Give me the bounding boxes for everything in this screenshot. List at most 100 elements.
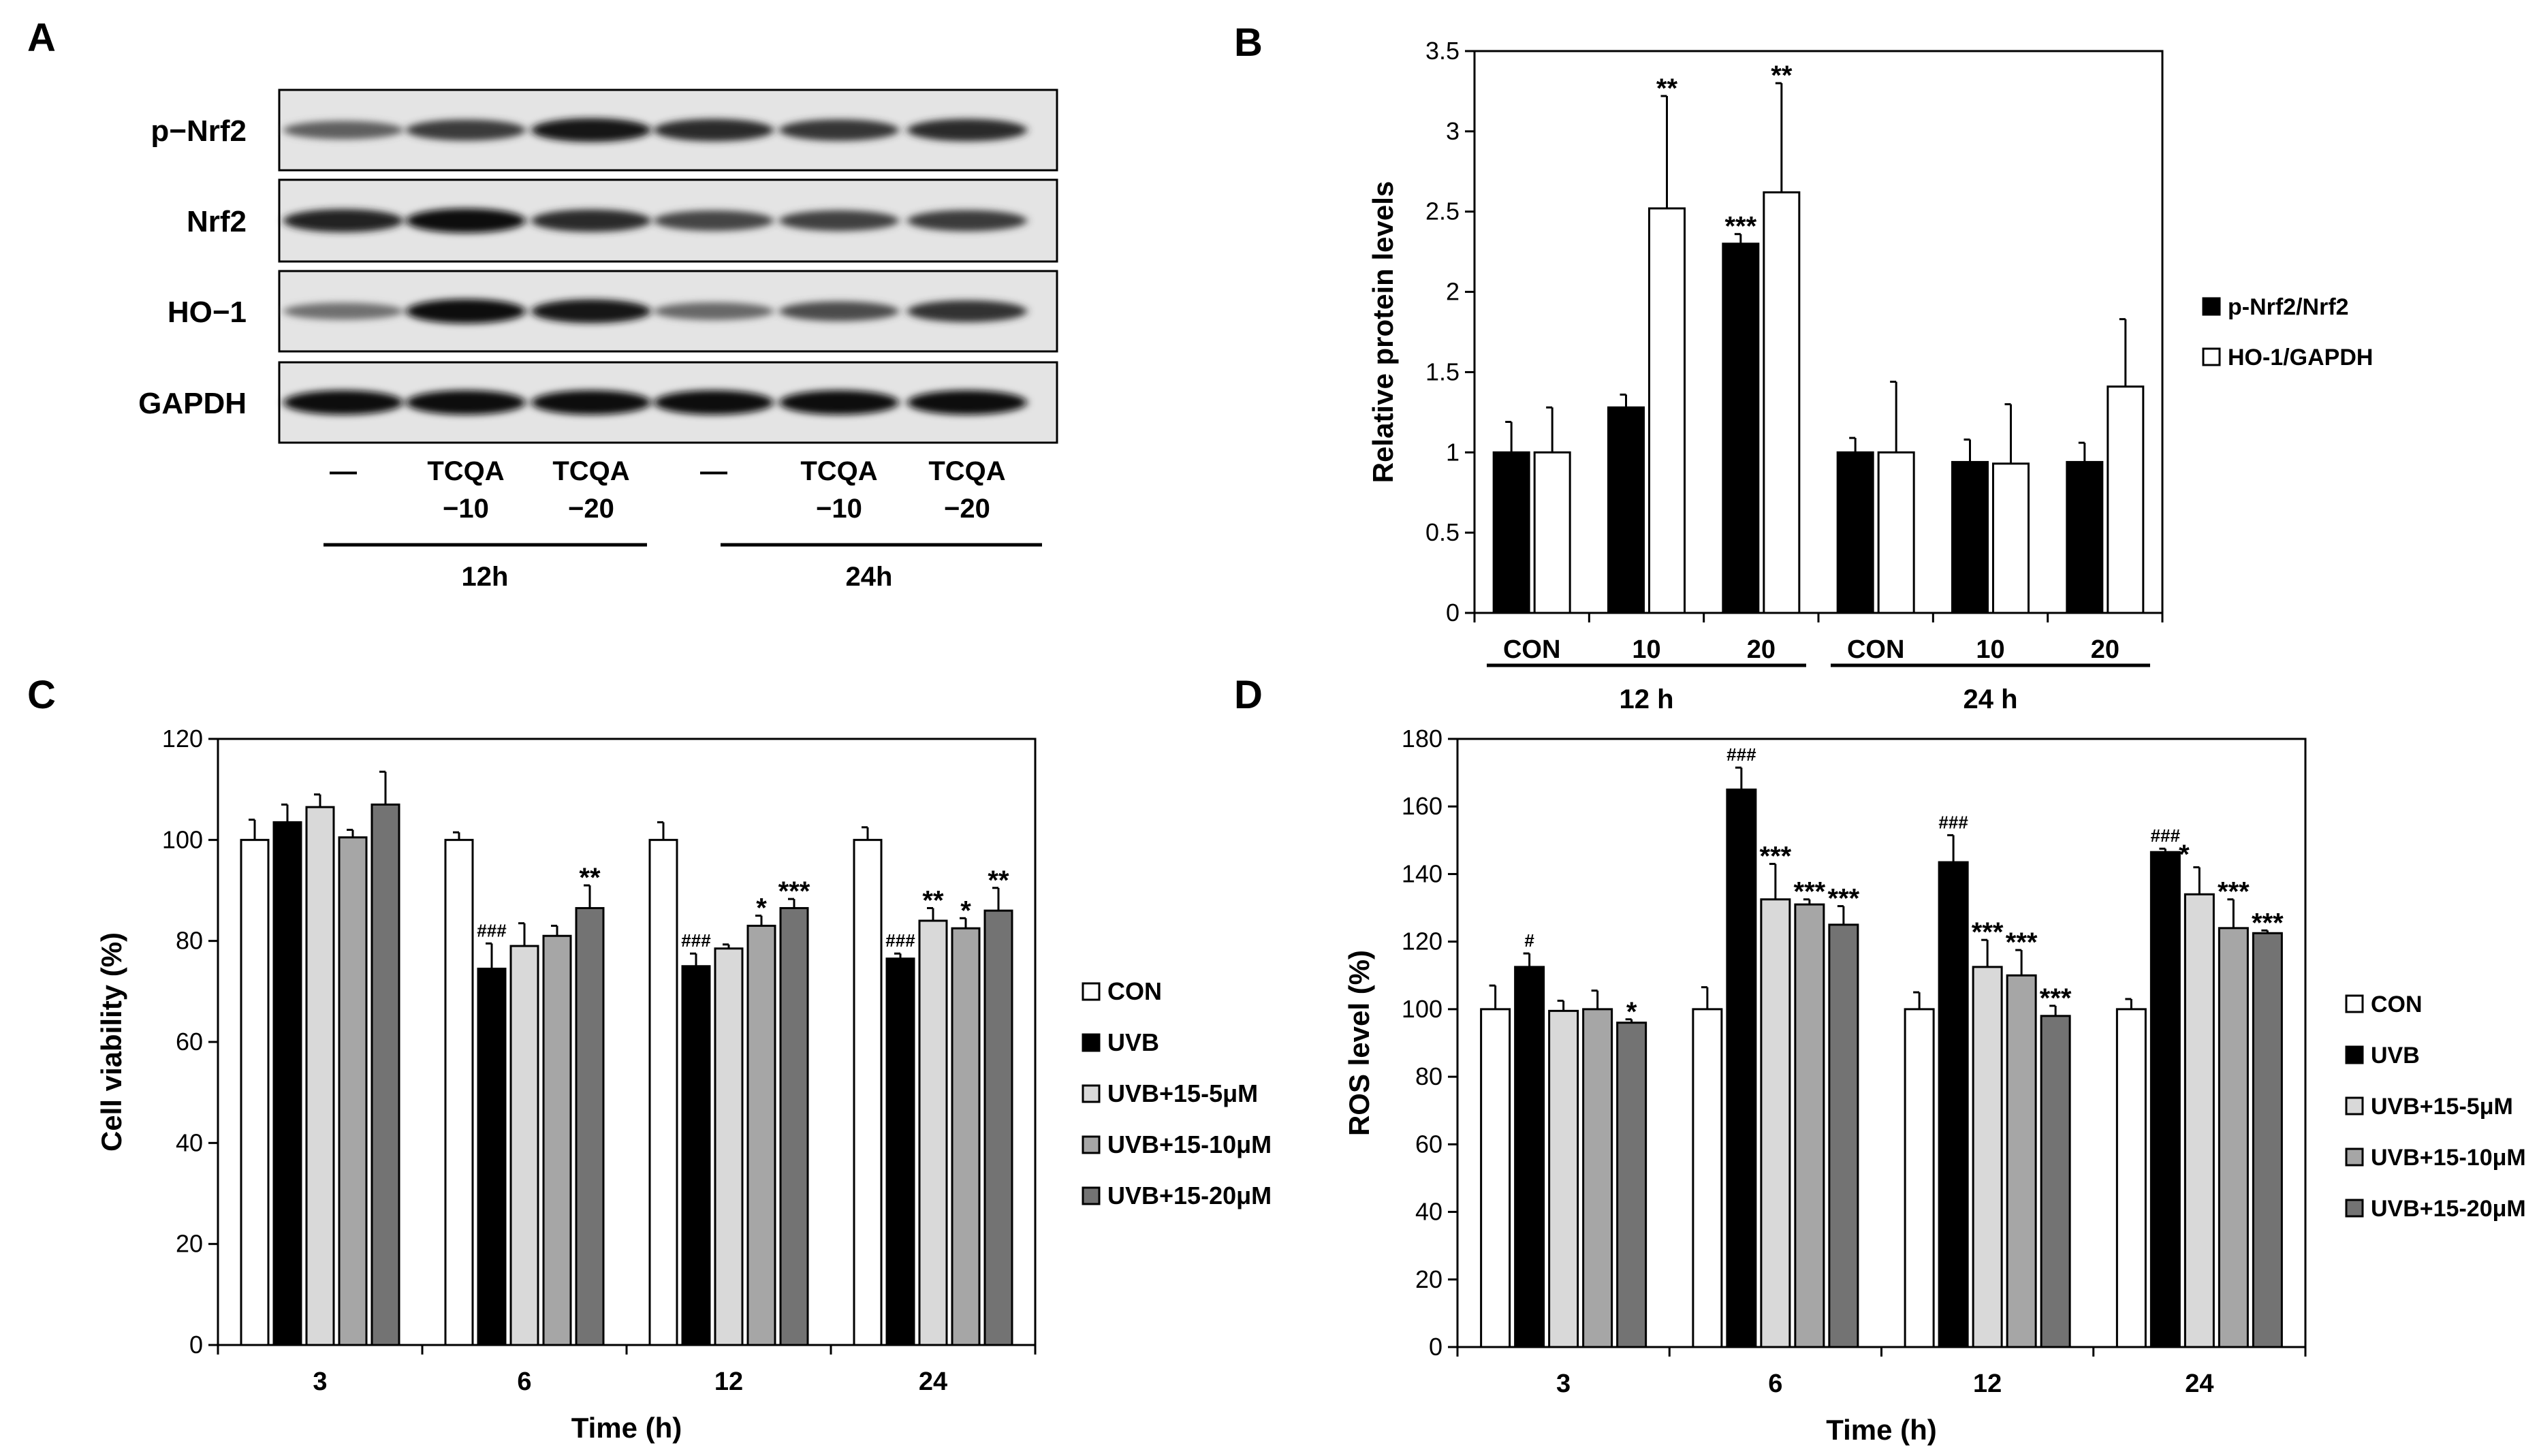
lane-label-top: TCQA bbox=[427, 456, 504, 486]
bar bbox=[477, 967, 507, 1346]
bar bbox=[2218, 927, 2249, 1348]
bar bbox=[1877, 451, 1915, 614]
blot-band bbox=[531, 299, 651, 323]
lane-label-top: TCQA bbox=[552, 456, 629, 486]
bar bbox=[1972, 966, 2003, 1348]
bar bbox=[2252, 932, 2283, 1348]
y-tick-label: 120 bbox=[1402, 928, 1442, 955]
blot-band bbox=[406, 208, 526, 233]
y-tick-label: 80 bbox=[1415, 1062, 1442, 1090]
bar bbox=[1480, 1008, 1511, 1348]
legend-label: HO-1/GAPDH bbox=[2228, 345, 2373, 370]
x-tick-label: 10 bbox=[1632, 635, 1660, 664]
panel-label-c: C bbox=[27, 673, 56, 717]
legend-swatch bbox=[2345, 1199, 2364, 1218]
legend-label: UVB+15-5μM bbox=[1107, 1079, 1258, 1107]
y-tick-label: 140 bbox=[1402, 859, 1442, 887]
x-axis-title: Time (h) bbox=[571, 1412, 682, 1444]
group-label: 12 h bbox=[1619, 684, 1673, 714]
significance-marker: ### bbox=[885, 930, 915, 951]
blot-band bbox=[406, 119, 526, 141]
blot-band bbox=[907, 390, 1027, 415]
significance-marker: ### bbox=[477, 920, 507, 940]
legend-label: UVB+15-5μM bbox=[2371, 1094, 2513, 1120]
significance-marker: *** bbox=[1828, 884, 1860, 914]
bar bbox=[1763, 191, 1801, 614]
y-axis-title: Relative protein levels bbox=[1367, 181, 1399, 484]
bar bbox=[681, 965, 711, 1346]
legend-label: UVB bbox=[1107, 1028, 1159, 1056]
bar bbox=[370, 803, 400, 1346]
blot-band bbox=[907, 118, 1027, 142]
legend-swatch bbox=[2202, 347, 2221, 366]
y-tick-label: 1 bbox=[1446, 438, 1460, 466]
blot-band bbox=[406, 390, 526, 415]
bar bbox=[1992, 462, 2030, 614]
bar bbox=[1938, 861, 1969, 1348]
x-tick-label: 3 bbox=[313, 1367, 327, 1396]
significance-marker: ** bbox=[1656, 74, 1678, 104]
y-tick-label: 20 bbox=[1415, 1265, 1442, 1293]
y-tick-label: 120 bbox=[162, 725, 203, 753]
significance-marker: *** bbox=[2218, 877, 2250, 907]
blot-band bbox=[907, 300, 1027, 322]
blot-band bbox=[531, 118, 651, 142]
bar bbox=[444, 838, 474, 1346]
significance-marker: * bbox=[960, 896, 971, 925]
lane-label-top: TCQA bbox=[928, 456, 1005, 486]
blot-band bbox=[283, 390, 403, 415]
group-label: 24 h bbox=[1963, 684, 2017, 714]
bar bbox=[983, 909, 1013, 1346]
bar bbox=[951, 927, 981, 1346]
panel-label-a: A bbox=[27, 16, 56, 60]
y-tick-label: 40 bbox=[176, 1128, 203, 1156]
blot-band bbox=[779, 390, 899, 415]
significance-marker: ** bbox=[922, 885, 944, 915]
y-tick-label: 180 bbox=[1402, 725, 1442, 753]
blot-band bbox=[283, 209, 403, 232]
bar bbox=[1548, 1009, 1579, 1348]
blot-band bbox=[283, 302, 403, 320]
blot-band bbox=[531, 390, 651, 415]
x-tick-label: 6 bbox=[517, 1367, 531, 1396]
blot-band bbox=[779, 119, 899, 141]
bar bbox=[1533, 451, 1571, 614]
x-tick-label: 10 bbox=[1976, 635, 2004, 664]
significance-marker: *** bbox=[1724, 212, 1756, 242]
blot-band bbox=[907, 210, 1027, 232]
bar bbox=[746, 924, 776, 1346]
blot-band bbox=[283, 121, 403, 140]
significance-marker: ### bbox=[1726, 744, 1756, 765]
bar bbox=[885, 958, 915, 1346]
legend-swatch bbox=[2202, 297, 2221, 316]
significance-marker: *** bbox=[2252, 908, 2284, 938]
bar bbox=[272, 821, 302, 1346]
legend-swatch bbox=[1082, 1135, 1101, 1154]
lane-label-bottom: −10 bbox=[816, 494, 862, 524]
bar bbox=[2066, 460, 2104, 614]
lane-label-top: TCQA bbox=[800, 456, 877, 486]
y-tick-label: 0.5 bbox=[1425, 518, 1460, 546]
bar bbox=[1951, 460, 1989, 614]
bar bbox=[1722, 242, 1760, 614]
x-tick-label: 20 bbox=[1747, 635, 1776, 664]
y-tick-label: 40 bbox=[1415, 1198, 1442, 1226]
x-tick-label: 12 bbox=[714, 1367, 743, 1396]
significance-marker: ### bbox=[1938, 812, 1968, 832]
x-tick-label: CON bbox=[1503, 635, 1560, 664]
significance-marker: ### bbox=[681, 930, 711, 951]
blot-band bbox=[654, 210, 774, 231]
significance-marker: ** bbox=[579, 863, 601, 893]
y-tick-label: 100 bbox=[1402, 995, 1442, 1023]
lane-label-bottom: −20 bbox=[568, 494, 614, 524]
legend-swatch bbox=[1082, 982, 1101, 1001]
y-axis-title: ROS level (%) bbox=[1343, 950, 1375, 1136]
lane-label-top: — bbox=[700, 456, 727, 486]
bar bbox=[1836, 451, 1874, 614]
bar bbox=[2183, 893, 2215, 1348]
legend-swatch bbox=[1082, 1084, 1101, 1103]
ros-level-chart: 020406080100120140160180##########******… bbox=[1343, 725, 2526, 1446]
blot-row-label: HO−1 bbox=[168, 296, 247, 329]
bar bbox=[1492, 451, 1530, 614]
